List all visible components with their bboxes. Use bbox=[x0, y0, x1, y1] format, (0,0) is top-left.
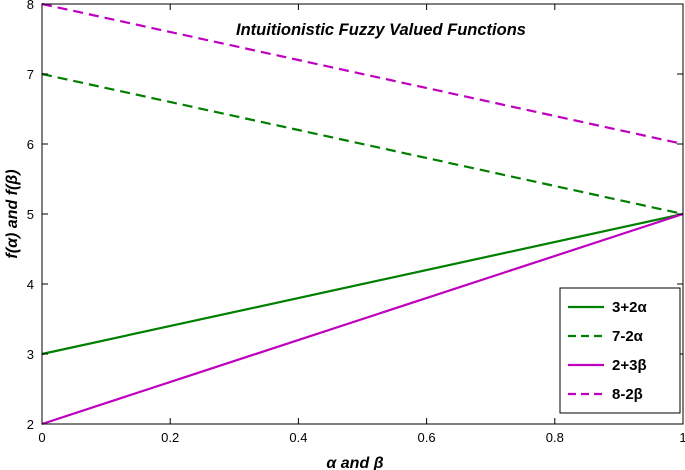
y-tick-label: 6 bbox=[27, 137, 34, 152]
x-tick-label: 0.6 bbox=[418, 430, 436, 445]
x-axis-label: α and β bbox=[326, 455, 383, 470]
series-line-1 bbox=[41, 212, 684, 356]
chart-title: Intuitionistic Fuzzy Valued Functions bbox=[236, 21, 526, 39]
y-axis-label: f(α) and f(β) bbox=[4, 169, 21, 258]
x-tick-label: 0 bbox=[38, 430, 45, 445]
legend-label-2: 7-2α bbox=[612, 328, 644, 345]
y-tick-label: 3 bbox=[27, 347, 34, 362]
y-tick-label: 2 bbox=[27, 417, 34, 432]
y-tick-label: 5 bbox=[27, 207, 34, 222]
legend-label-3: 2+3β bbox=[612, 357, 647, 374]
series-line-4 bbox=[41, 2, 684, 146]
ticks-layer: 0 0.2 0.4 0.6 0.8 1 2 3 4 5 6 7 8 bbox=[27, 0, 685, 445]
y-tick-label: 7 bbox=[27, 67, 34, 82]
x-tick-label: 0.2 bbox=[161, 430, 179, 445]
legend: 3+2α 7-2α 2+3β 8-2β bbox=[559, 287, 681, 414]
x-tick-label: 0.4 bbox=[289, 430, 307, 445]
series-line-2 bbox=[41, 72, 684, 216]
legend-box bbox=[559, 287, 681, 414]
x-tick-label: 1 bbox=[679, 430, 685, 445]
y-tick-label: 4 bbox=[27, 277, 34, 292]
y-tick-label: 8 bbox=[27, 0, 34, 12]
series-layer bbox=[41, 2, 684, 426]
legend-label-4: 8-2β bbox=[612, 386, 643, 403]
legend-label-1: 3+2α bbox=[612, 299, 647, 316]
x-tick-label: 0.8 bbox=[546, 430, 564, 445]
series-line-3 bbox=[41, 212, 684, 426]
